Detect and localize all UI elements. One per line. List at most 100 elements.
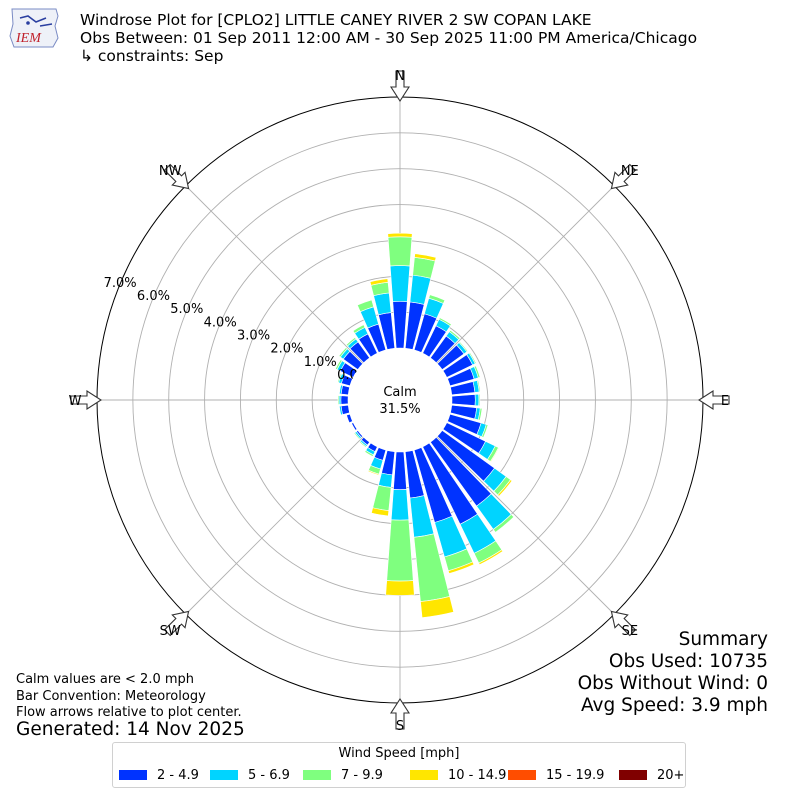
legend-label: 5 - 6.9	[248, 767, 290, 783]
legend-label: 20+	[657, 767, 685, 783]
legend-item: 7 - 9.9	[303, 767, 383, 783]
grid-spoke	[436, 436, 615, 615]
legend-label: 2 - 4.9	[157, 767, 199, 783]
wind-bar-segment	[378, 472, 393, 488]
wind-bar-segment	[345, 337, 357, 347]
wind-bar-segment	[393, 451, 407, 490]
wind-bar-segment	[492, 513, 515, 533]
calm-definition: Calm values are < 2.0 mph	[16, 672, 195, 687]
legend-swatch	[410, 770, 438, 780]
wind-bar-segment	[340, 395, 349, 405]
obs-period: Obs Between: 01 Sep 2011 12:00 AM - 30 S…	[80, 29, 698, 47]
wind-bar-segment	[478, 393, 481, 407]
wind-bar-segment	[451, 394, 476, 406]
summary-obs-used: Obs Used: 10735	[608, 651, 768, 672]
logo-text: IEM	[15, 31, 42, 46]
wind-bar-segment	[356, 299, 375, 313]
wind-bar-segment	[335, 359, 343, 370]
generated-date: Generated: 14 Nov 2025	[16, 719, 245, 740]
direction-label: NE	[621, 164, 639, 179]
wind-bar-segment	[352, 324, 366, 334]
wind-bar-segment	[337, 372, 343, 383]
wind-bar-segment	[386, 519, 414, 582]
constraints-text: ↳ constraints: Sep	[80, 47, 224, 65]
radial-tick-label: 5.0%	[170, 302, 203, 317]
wind-bars	[335, 232, 515, 618]
legend-item: 5 - 6.9	[210, 767, 290, 783]
flow-arrow	[70, 389, 103, 411]
radial-tick-label: 6.0%	[137, 289, 170, 304]
flow-arrow	[610, 610, 637, 637]
chart-title: Windrose Plot for [CPLO2] LITTLE CANEY R…	[80, 11, 592, 29]
wind-bar-segment	[392, 301, 408, 349]
wind-bar-segment	[372, 484, 392, 511]
wind-bar-segment	[367, 469, 380, 476]
direction-arrows	[70, 70, 730, 730]
wind-bar-segment	[409, 274, 432, 305]
summary-obs-without-wind: Obs Without Wind: 0	[577, 673, 768, 694]
flow-arrows-note: Flow arrows relative to plot center.	[16, 705, 242, 720]
legend-swatch	[508, 770, 536, 780]
legend-item: 20+	[619, 767, 684, 783]
flow-arrow	[389, 70, 411, 103]
wind-bar-segment	[385, 580, 415, 596]
legend-swatch	[303, 770, 331, 780]
direction-label: S	[396, 719, 404, 734]
wind-bar-segment	[478, 549, 504, 566]
wind-bar-segment	[476, 379, 481, 393]
wind-bar-segment	[414, 253, 437, 262]
direction-label: N	[395, 69, 405, 84]
direction-label: SE	[622, 624, 638, 639]
legend-item: 10 - 14.9	[410, 767, 506, 783]
wind-bar-segment	[371, 507, 390, 517]
grid-spoke	[185, 185, 364, 364]
wind-bar-segment	[369, 278, 389, 286]
legend-swatch	[619, 770, 647, 780]
legend: Wind Speed [mph] 2 - 4.9 5 - 6.9 7 - 9.9 10…	[112, 742, 686, 788]
wind-bar-segment	[428, 294, 446, 304]
wind-bar-segment	[448, 329, 461, 341]
wind-bar-segment	[438, 317, 452, 327]
iem-logo: IEM	[9, 8, 59, 48]
direction-label: NW	[159, 164, 182, 179]
radial-tick-label: 1.0%	[304, 355, 337, 370]
calm-circle	[348, 348, 452, 452]
summary-title: Summary	[678, 629, 768, 650]
wind-bar-segment	[387, 236, 413, 267]
wind-bar-segment	[420, 596, 455, 618]
wind-bar-segment	[481, 424, 489, 438]
direction-label: SW	[160, 624, 181, 639]
wind-bar-segment	[339, 405, 344, 416]
calm-value: 31.5%	[379, 402, 420, 417]
legend-label: 15 - 19.9	[546, 767, 605, 783]
direction-label: W	[69, 394, 82, 409]
wind-bar-segment	[339, 384, 344, 395]
legend-item: 2 - 4.9	[119, 767, 199, 783]
direction-labels: N NE E SE S SW W NW	[69, 69, 730, 734]
radial-tick-label: 3.0%	[237, 329, 270, 344]
wind-bar-segment	[458, 341, 469, 353]
flow-arrow	[610, 163, 637, 190]
wind-bar-segment	[497, 479, 513, 497]
radial-tick-label: 2.0%	[270, 342, 303, 357]
summary-avg-speed: Avg Speed: 3.9 mph	[580, 695, 768, 716]
wind-bar-segment	[468, 352, 477, 365]
legend-title: Wind Speed [mph]	[338, 746, 460, 761]
grid-spoke	[436, 185, 615, 364]
radial-tick-label: 4.0%	[204, 315, 237, 330]
wind-bar-segment	[490, 447, 500, 463]
legend-item: 15 - 19.9	[508, 767, 604, 783]
calm-label: Calm	[383, 385, 416, 400]
wind-bar-segment	[447, 561, 475, 574]
wind-bar-segment	[364, 450, 374, 457]
grid-spoke	[185, 436, 364, 615]
legend-label: 7 - 9.9	[341, 767, 383, 783]
flow-arrow	[163, 610, 190, 637]
bar-convention: Bar Convention: Meteorology	[16, 689, 206, 704]
direction-label: E	[721, 394, 729, 409]
wind-bar-segment	[474, 393, 480, 407]
wind-bar-segment	[338, 347, 348, 358]
flow-arrow	[163, 163, 190, 190]
wind-bar-segment	[389, 265, 411, 302]
